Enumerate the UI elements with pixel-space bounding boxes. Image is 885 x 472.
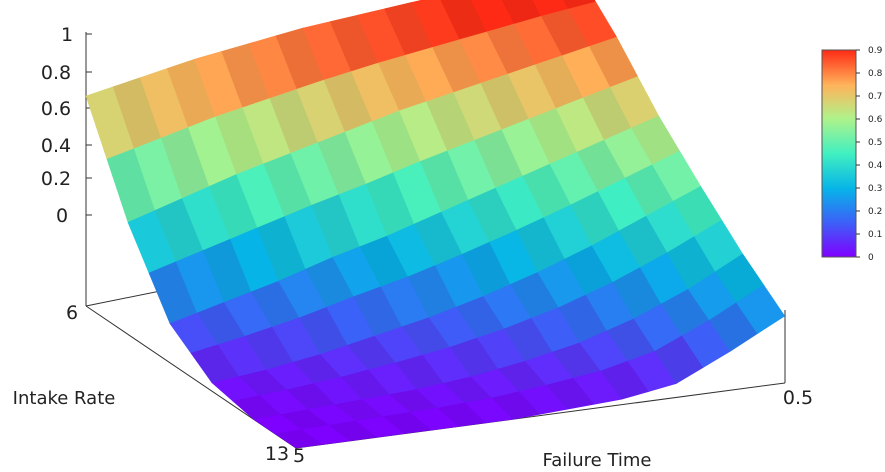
x-tick-label: 0.5 [783, 387, 813, 409]
colorbar-ticks: 0 0.1 0.2 0.3 0.4 0.5 0.6 0.7 0.8 0.9 [856, 46, 883, 263]
x-axis-title: Failure Time [543, 450, 652, 471]
z-tick-label: 0.8 [41, 62, 71, 84]
z-tick-label: 1 [61, 24, 73, 46]
z-tick-label: 0.6 [41, 98, 71, 120]
z-tick-marks [86, 33, 92, 216]
colorbar-tick-label: 0.1 [868, 230, 882, 240]
z-tick-label: 0.2 [41, 168, 71, 190]
colorbar-tick-label: 0 [868, 253, 874, 263]
surface-mesh [85, 0, 786, 449]
z-tick-label: 0.4 [41, 135, 71, 157]
y-tick-label: 13 [265, 443, 289, 465]
y-axis-title: Intake Rate [13, 388, 116, 409]
colorbar [821, 49, 857, 258]
colorbar-tick-label: 0.7 [868, 92, 882, 102]
x-tick-label: 5 [293, 445, 305, 467]
colorbar-tick-label: 0.9 [868, 46, 883, 56]
z-tick-label: 0 [56, 205, 68, 227]
colorbar-tick-label: 0.4 [868, 161, 883, 171]
colorbar-tick-label: 0.2 [868, 207, 882, 217]
surface-patch [736, 284, 786, 335]
y-tick-label: 6 [66, 302, 78, 324]
colorbar-tick-label: 0.3 [868, 184, 882, 194]
colorbar-tick-label: 0.6 [868, 115, 883, 125]
colorbar-tick-label: 0.8 [868, 69, 883, 79]
colorbar-tick-label: 0.5 [868, 138, 882, 148]
